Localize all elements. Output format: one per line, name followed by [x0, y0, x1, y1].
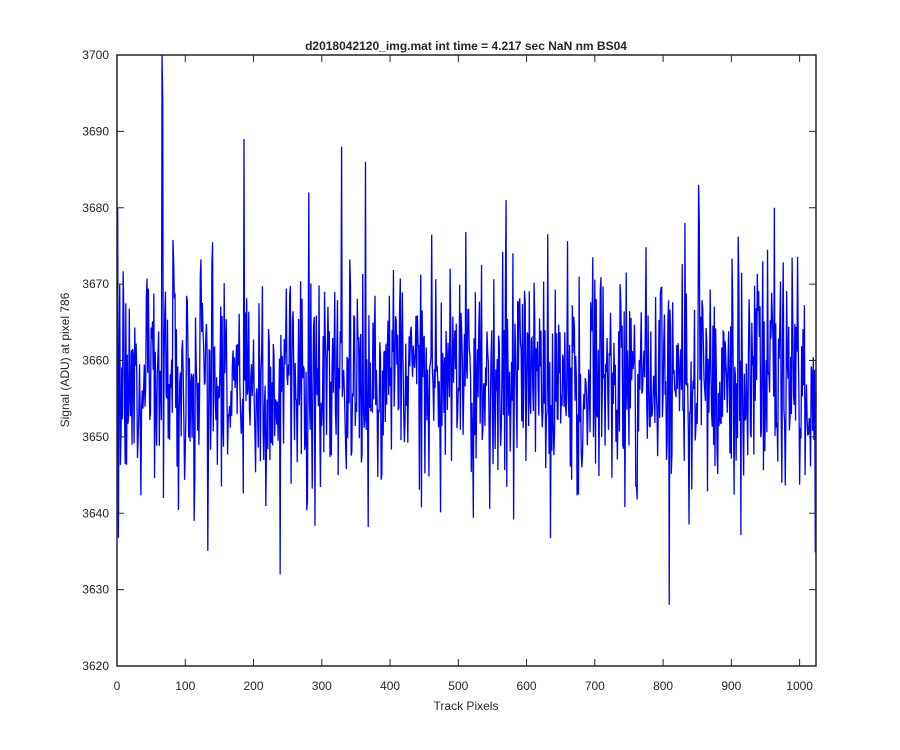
series-line: [117, 54, 817, 605]
x-axis-label: Track Pixels: [434, 699, 499, 713]
y-tick-label: 3640: [82, 506, 109, 520]
y-tick-label: 3700: [82, 48, 109, 62]
x-tick-label: 400: [380, 679, 400, 693]
y-tick-label: 3680: [82, 201, 109, 215]
y-tick-label: 3620: [82, 659, 109, 673]
y-tick-label: 3630: [82, 583, 109, 597]
x-tick-label: 800: [653, 679, 673, 693]
chart-title: d2018042120_img.mat int time = 4.217 sec…: [305, 39, 627, 53]
x-tick-label: 200: [244, 679, 264, 693]
x-tick-label: 1000: [786, 679, 813, 693]
data-layer: [117, 54, 817, 605]
x-tick-label: 900: [721, 679, 741, 693]
y-tick-label: 3670: [82, 277, 109, 291]
y-tick-label: 3650: [82, 430, 109, 444]
y-axis-label: Signal (ADU) at pixel 786: [58, 292, 72, 427]
x-tick-label: 500: [448, 679, 468, 693]
tick-layer: 0 100 200 300 400 500 600 700 800 900 1000 3620 3630…: [82, 48, 816, 693]
x-tick-label: 0: [114, 679, 121, 693]
x-tick-label: 600: [517, 679, 537, 693]
x-tick-label: 100: [175, 679, 195, 693]
y-tick-label: 3690: [82, 124, 109, 138]
x-tick-label: 700: [585, 679, 605, 693]
y-tick-label: 3660: [82, 354, 109, 368]
x-tick-label: 300: [312, 679, 332, 693]
